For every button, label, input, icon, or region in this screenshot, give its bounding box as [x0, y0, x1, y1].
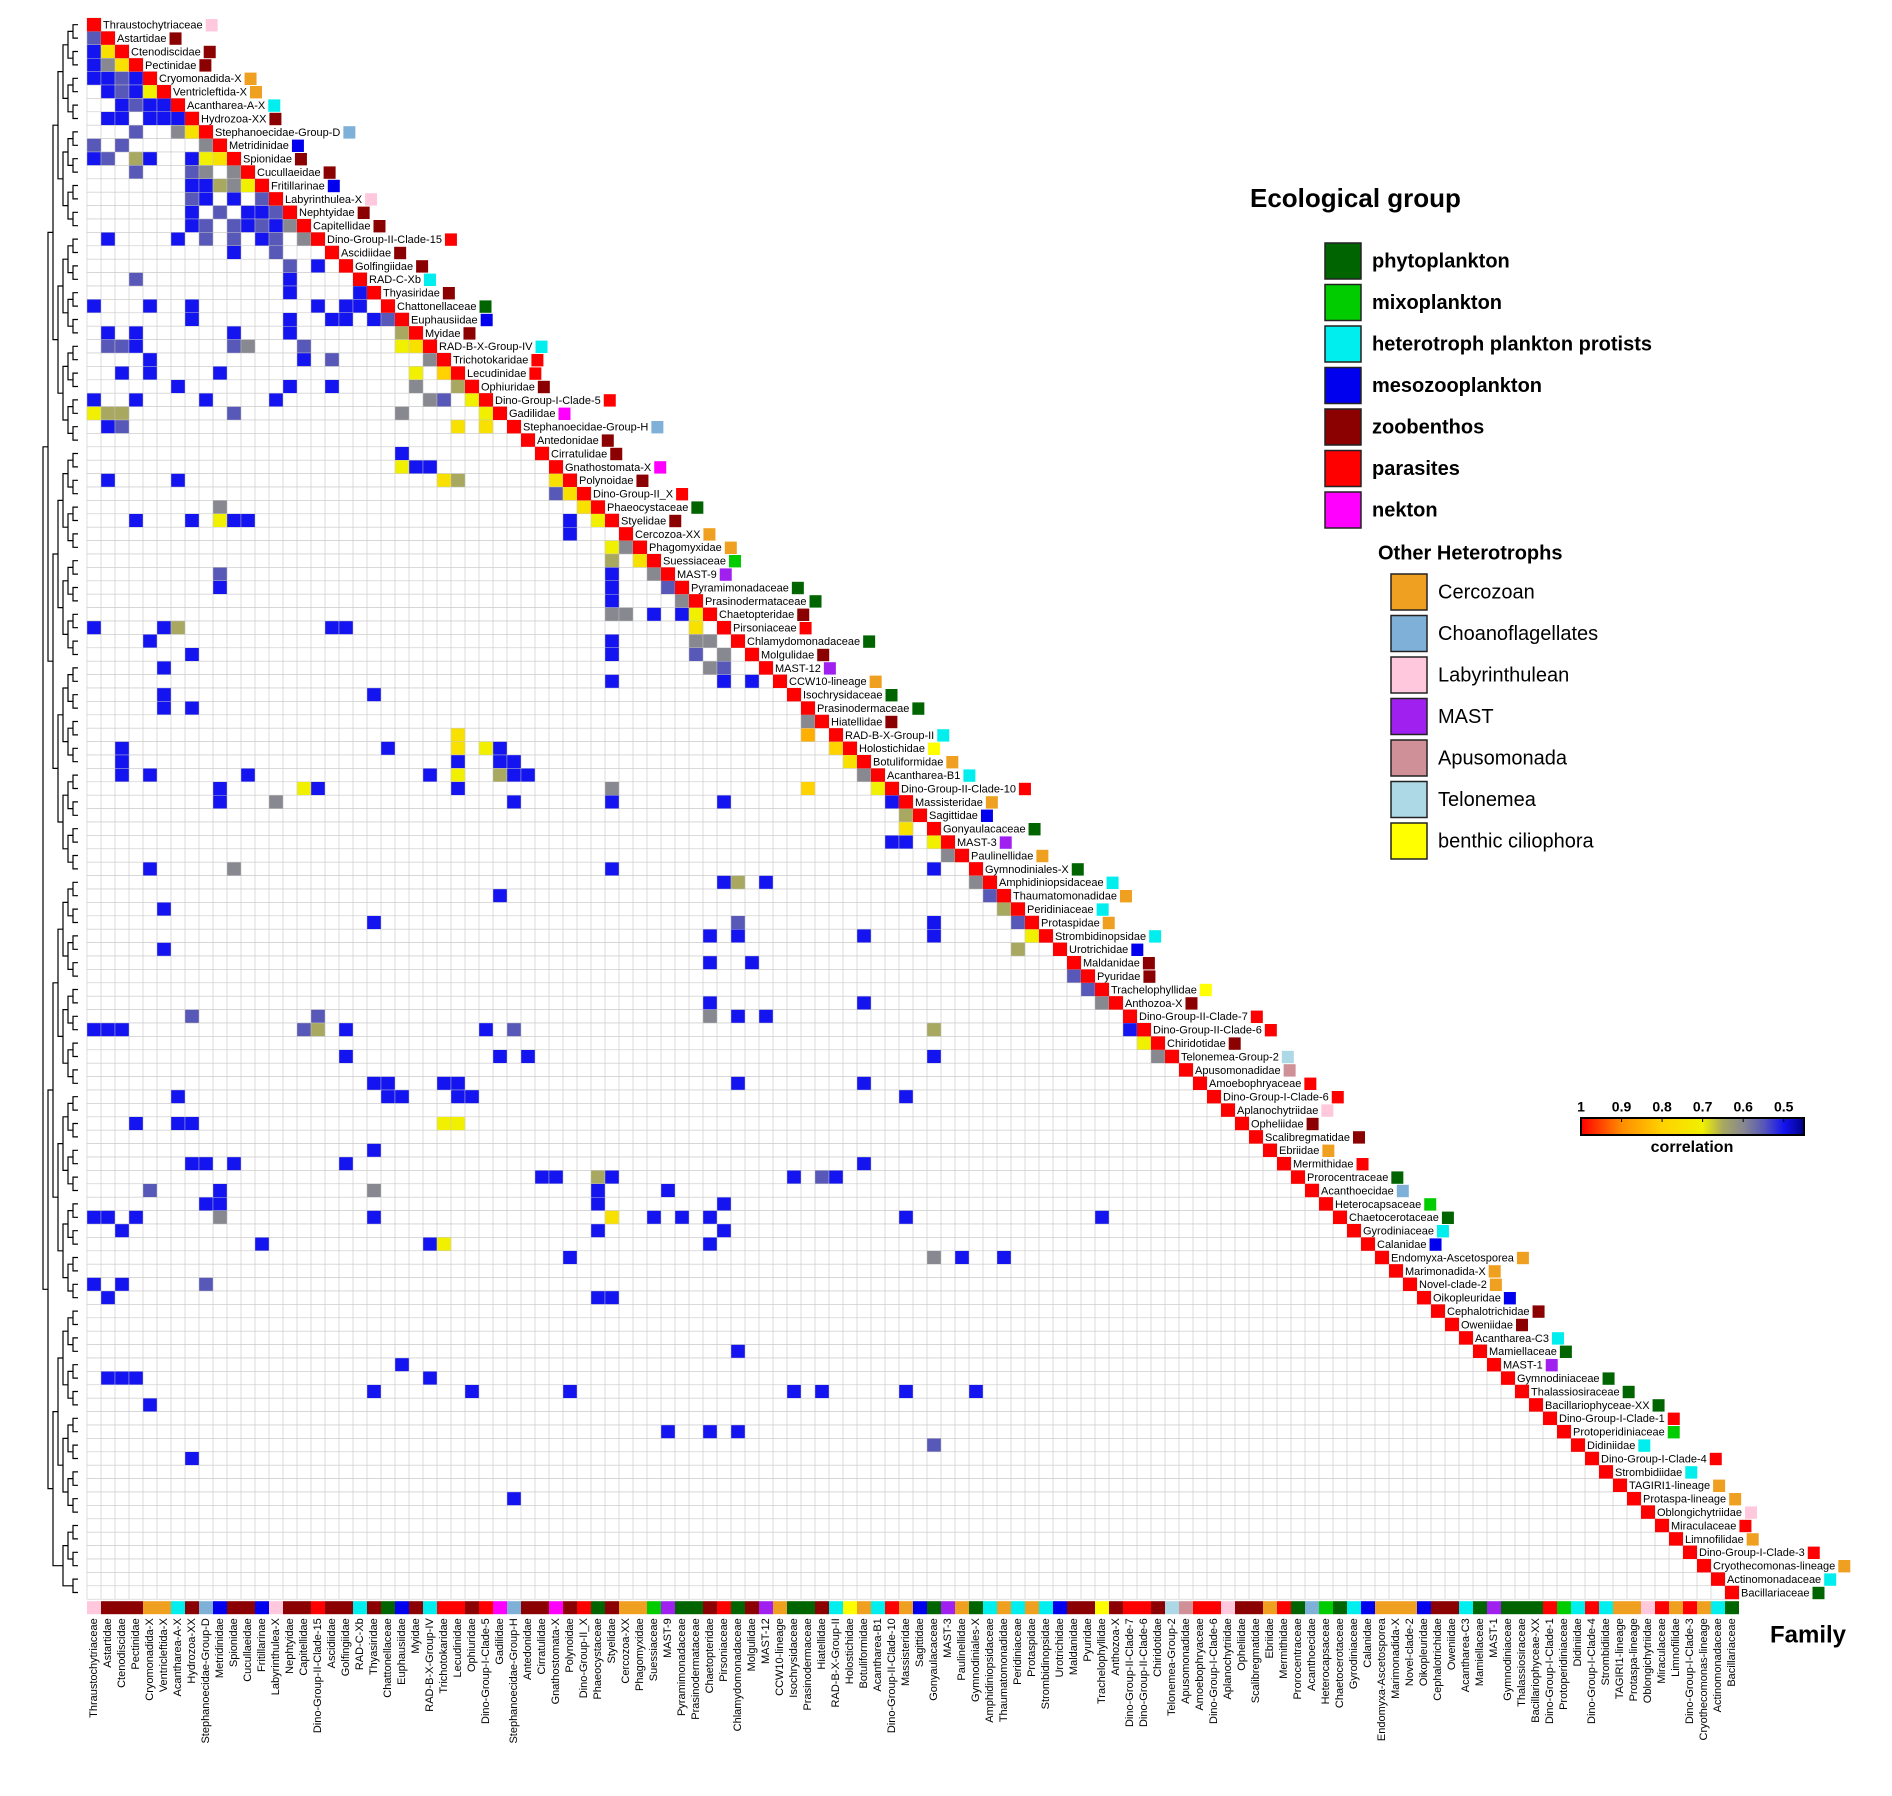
grid-row — [87, 286, 381, 299]
grid-row — [87, 661, 773, 674]
grid-row — [87, 795, 913, 808]
colorbar-title: correlation — [1651, 1139, 1734, 1156]
grid-row — [87, 500, 605, 513]
grid-row — [87, 715, 829, 728]
grid-row — [87, 742, 857, 755]
legend-title: Ecological group — [1250, 183, 1461, 213]
grid-row — [87, 1251, 1389, 1264]
grid-row — [87, 768, 885, 781]
grid-row — [87, 956, 1081, 969]
grid-row — [87, 902, 1025, 915]
grid-row — [87, 983, 1109, 996]
grid-row — [87, 527, 633, 540]
grid-row — [87, 876, 997, 889]
grid-row — [87, 313, 409, 326]
grid-row — [87, 1197, 1333, 1210]
grid-row — [87, 634, 745, 647]
grid-row — [87, 929, 1053, 942]
grid-row — [87, 1278, 1417, 1291]
grid-row — [87, 849, 969, 862]
grid-row — [87, 1304, 1445, 1317]
grid-row — [87, 822, 941, 835]
grid-row — [87, 1170, 1305, 1183]
grid-row — [87, 581, 689, 594]
grid-row — [87, 447, 549, 460]
axis-title: Family — [1770, 1621, 1847, 1648]
grid-row — [87, 1117, 1249, 1130]
grid-row — [87, 1063, 1193, 1076]
grid-row — [87, 1144, 1277, 1157]
grid-row — [87, 1036, 1165, 1049]
grid-row — [87, 688, 801, 701]
legend-subtitle: Other Heterotrophs — [1378, 542, 1562, 564]
grid-row — [87, 554, 661, 567]
grid-row — [87, 1090, 1221, 1103]
grid-row — [87, 1331, 1473, 1344]
grid-row — [87, 1010, 1137, 1023]
grid-row — [87, 474, 577, 487]
